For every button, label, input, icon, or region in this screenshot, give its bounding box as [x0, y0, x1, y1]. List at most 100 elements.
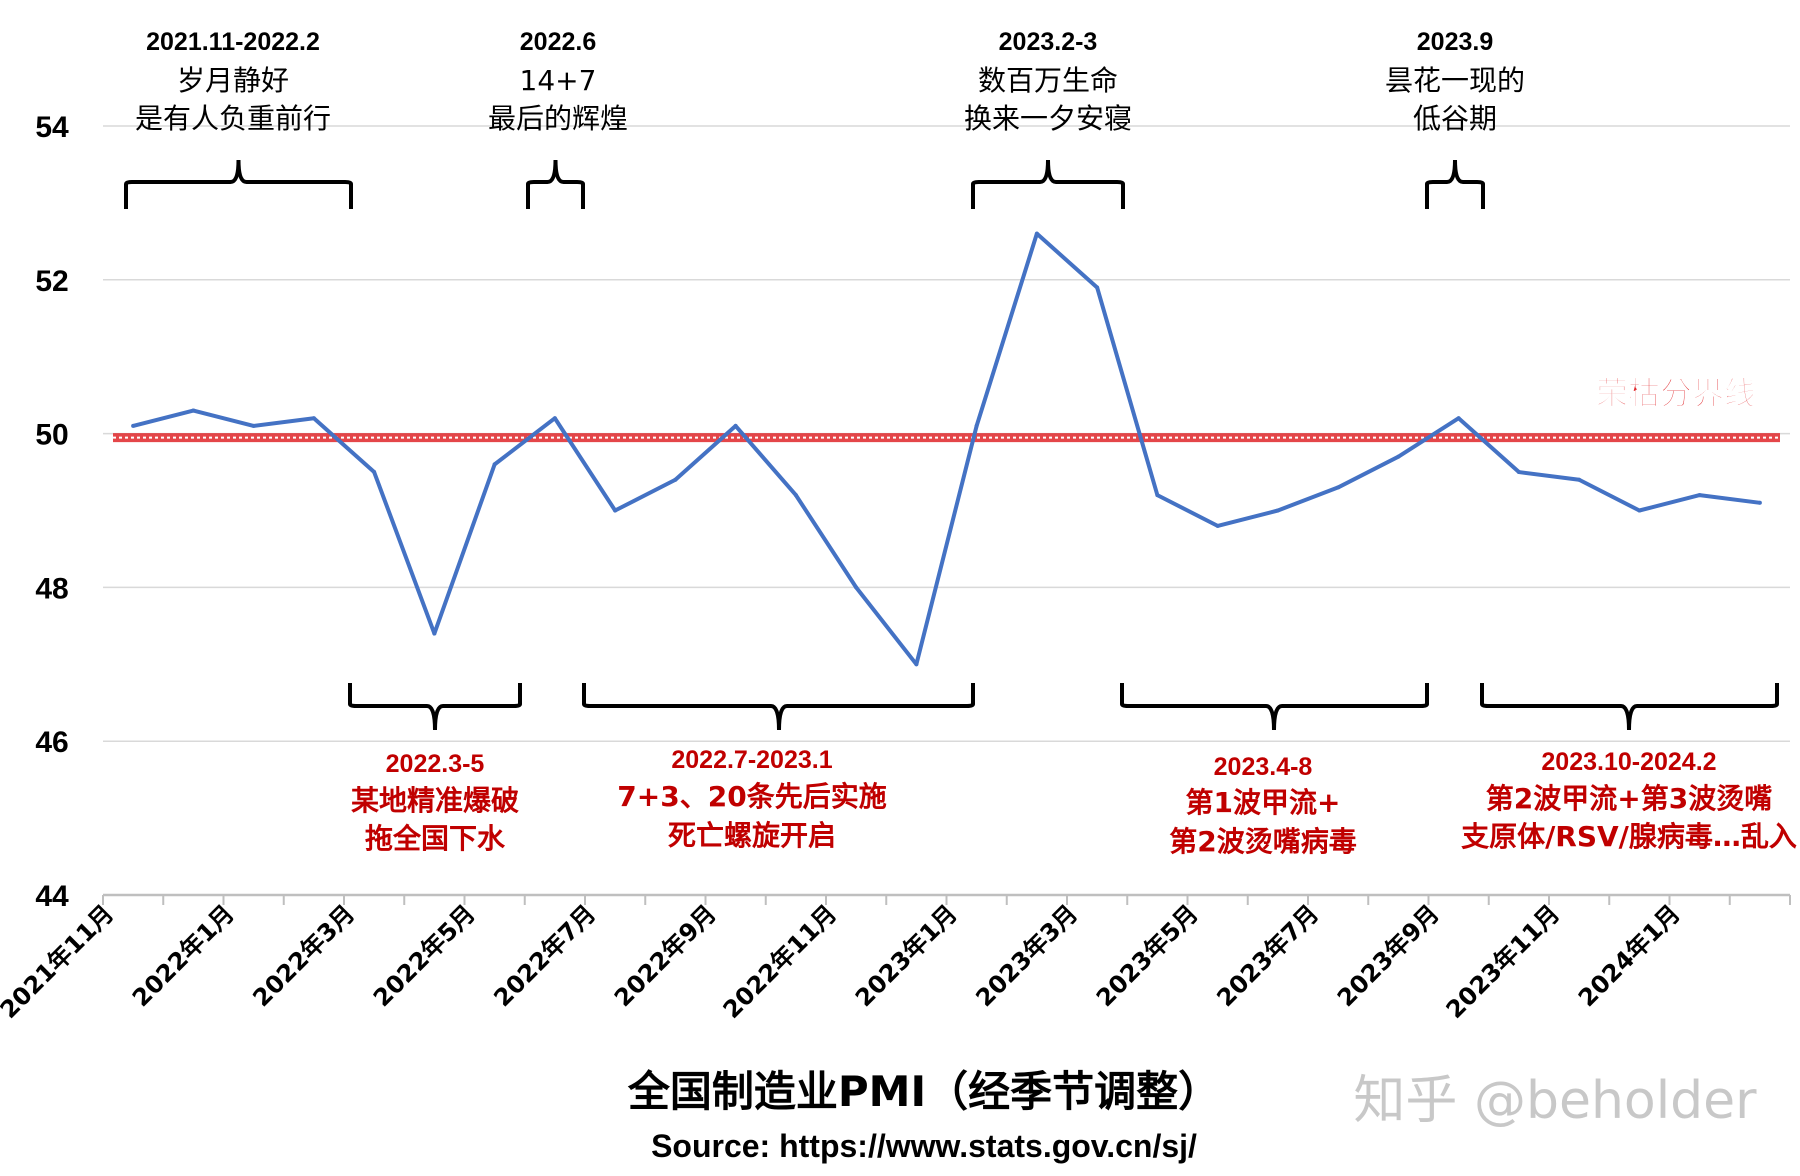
- bracket: [1425, 159, 1485, 209]
- x-tick-label: 2023年7月: [1211, 899, 1324, 1012]
- data-point-2022-10: [793, 493, 798, 498]
- x-tick-label: 2022年1月: [127, 899, 240, 1012]
- annotation-text: 换来一夕安寝: [964, 102, 1132, 135]
- annotation-text: 拖全国下水: [365, 822, 506, 855]
- bracket: [124, 159, 353, 209]
- data-point-2022-02: [311, 416, 316, 421]
- annotation-text: 2023.10-2024.2: [1541, 748, 1716, 776]
- annotation-text: 14+7: [520, 64, 597, 97]
- data-point-2021-12: [191, 408, 196, 413]
- annotation-text: 死亡螺旋开启: [668, 819, 836, 852]
- y-tick-label: 52: [35, 265, 68, 298]
- y-axis-ticks: 44 46 48 50 52 54: [35, 111, 69, 913]
- annotation-text: 第2波烫嘴病毒: [1169, 825, 1356, 858]
- data-point-2022-11: [854, 585, 859, 590]
- data-point-2022-08: [673, 477, 678, 482]
- bracket: [1480, 683, 1779, 731]
- bracket: [1120, 683, 1429, 731]
- data-point-2023-11: [1577, 477, 1582, 482]
- data-point-2023-02: [1034, 231, 1039, 236]
- annotation-top-2022.6: 2022.6 14+7 最后的辉煌: [488, 28, 628, 209]
- x-tick-label: 2023年1月: [850, 899, 963, 1012]
- data-point-2023-06: [1275, 508, 1280, 513]
- x-tick-label: 2021年11月: [0, 899, 119, 1024]
- annotation-text: 低谷期: [1413, 102, 1497, 135]
- annotation-text: 2023.9: [1417, 28, 1493, 56]
- annotation-text: 2022.3-5: [386, 750, 485, 778]
- annotation-text: 7+3、20条先后实施: [617, 780, 886, 813]
- data-point-2023-10: [1516, 470, 1521, 475]
- x-tick-label: 2022年11月: [718, 899, 843, 1024]
- annotation-text: 支原体/RSV/腺病毒…乱入: [1461, 820, 1797, 853]
- x-tick-label: 2022年5月: [368, 899, 481, 1012]
- annotation-text: 某地精准爆破: [351, 784, 519, 817]
- data-point-2024-02: [1757, 500, 1762, 505]
- x-axis: 2021年11月 2022年1月 2022年3月 2022年5月 2022年7月 2022…: [0, 895, 1791, 1024]
- x-tick-label: 2023年11月: [1441, 899, 1566, 1024]
- data-point-2023-05: [1215, 523, 1220, 528]
- data-point-2022-07: [613, 508, 618, 513]
- annotation-text: 第1波甲流+: [1186, 786, 1341, 819]
- y-tick-label: 46: [35, 726, 68, 759]
- annotation-text: 2023.2-3: [999, 28, 1098, 56]
- annotation-text: 2022.6: [520, 28, 596, 56]
- annotation-text: 2021.11-2022.2: [146, 28, 320, 56]
- data-point-2022-09: [733, 423, 738, 428]
- chart-title: 全国制造业PMI（经季节调整）: [627, 1067, 1220, 1116]
- watermark: 知乎 @beholder: [1353, 1071, 1757, 1131]
- data-point-2023-08: [1396, 454, 1401, 459]
- annotation-text: 最后的辉煌: [488, 102, 628, 135]
- y-tick-label: 44: [35, 880, 69, 913]
- series-line: [132, 231, 1761, 667]
- data-point-2023-03: [1095, 285, 1100, 290]
- y-tick-label: 48: [35, 572, 68, 605]
- annotation-text: 2023.4-8: [1214, 753, 1313, 781]
- annotation-text: 是有人负重前行: [135, 102, 331, 135]
- x-tick-label: 2022年9月: [609, 899, 722, 1012]
- bracket: [348, 683, 522, 731]
- x-tick-label: 2022年3月: [247, 899, 360, 1012]
- data-point-2022-04: [432, 631, 437, 636]
- y-tick-label: 54: [35, 111, 69, 144]
- data-point-2022-05: [492, 462, 497, 467]
- x-tick-label: 2022年7月: [488, 899, 601, 1012]
- data-point-2023-09: [1456, 416, 1461, 421]
- data-point-2022-06: [552, 416, 557, 421]
- annotation-text: 2022.7-2023.1: [671, 746, 832, 774]
- data-point-2024-01: [1697, 493, 1702, 498]
- data-point-2023-01: [974, 423, 979, 428]
- data-point-2022-12: [914, 662, 919, 667]
- x-tick-label: 2023年5月: [1091, 899, 1204, 1012]
- reference-line-label: 荣枯分界线: [1596, 374, 1756, 412]
- series-pmi: [131, 231, 1762, 667]
- reference-line-50: 荣枯分界线: [113, 374, 1780, 443]
- y-tick-label: 50: [35, 419, 68, 452]
- x-tick-label: 2023年9月: [1332, 899, 1445, 1012]
- data-point-2023-04: [1155, 493, 1160, 498]
- bracket: [526, 159, 585, 209]
- annotation-text: 数百万生命: [978, 64, 1118, 97]
- x-tick-label: 2023年3月: [970, 899, 1083, 1012]
- data-point-2022-03: [372, 470, 377, 475]
- chart-source: Source: https://www.stats.gov.cn/sj/: [651, 1128, 1197, 1164]
- annotation-text: 昙花一现的: [1385, 64, 1525, 97]
- data-point-2023-12: [1637, 508, 1642, 513]
- annotation-text: 第2波甲流+第3波烫嘴: [1486, 782, 1772, 815]
- annotation-bottom-2023.4-8: 2023.4-8 第1波甲流+ 第2波烫嘴病毒: [1120, 683, 1429, 858]
- bracket: [582, 683, 975, 731]
- data-point-2023-07: [1336, 485, 1341, 490]
- annotation-text: 岁月静好: [177, 64, 289, 97]
- data-point-2021-11: [131, 423, 136, 428]
- gridlines: [103, 125, 1790, 897]
- bracket: [971, 159, 1125, 209]
- x-tick-label: 2024年1月: [1573, 899, 1686, 1012]
- data-point-2022-01: [251, 423, 256, 428]
